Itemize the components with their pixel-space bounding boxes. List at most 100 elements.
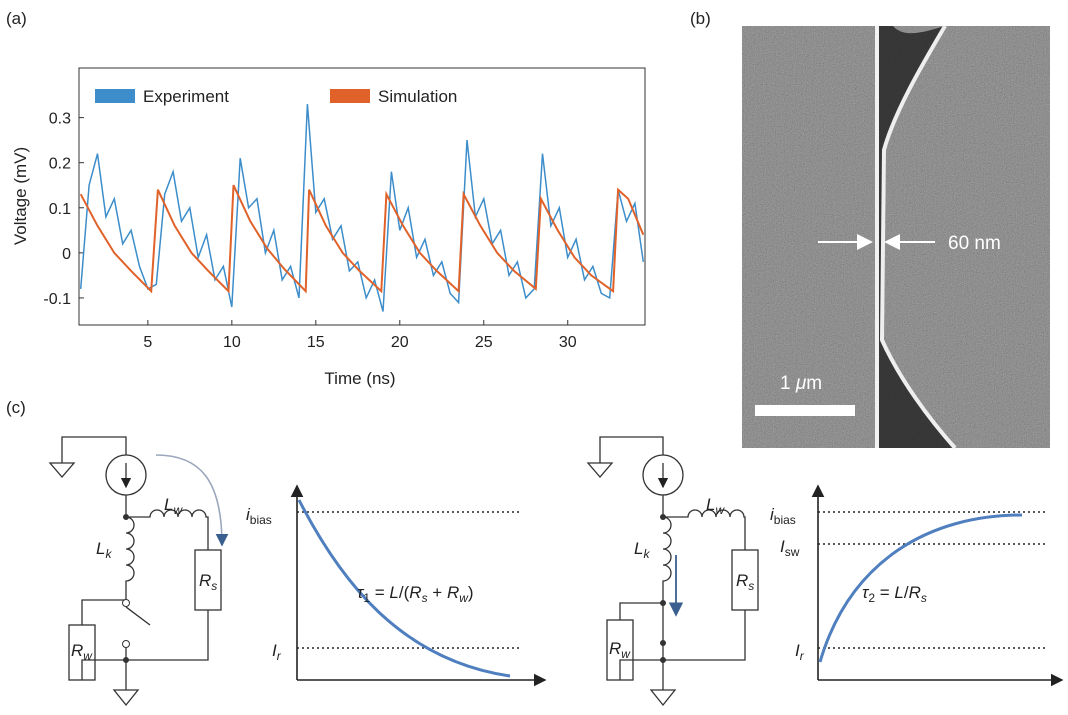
eq-part: L (894, 583, 903, 602)
x-axis-label: Time (ns) (324, 369, 395, 388)
eq-part: τ (862, 583, 870, 602)
eq-part: = (875, 583, 894, 602)
panel-label: (a) (6, 9, 27, 28)
label-part: r (277, 649, 282, 663)
node (660, 657, 666, 663)
switch-contact (122, 599, 130, 607)
plot-frame (78, 67, 646, 326)
eq-part: = (370, 583, 389, 602)
label-part: w (621, 647, 631, 661)
label: Rs (199, 571, 217, 593)
wire (81, 599, 209, 707)
label-part: L (164, 495, 173, 514)
scale-label-part: 1 (780, 373, 796, 394)
eq-part: R (447, 583, 459, 602)
sem-edge (879, 24, 957, 450)
eq-part: R (409, 583, 421, 602)
label-part: bias (250, 513, 272, 527)
inductor (126, 509, 209, 550)
level-label: Isw (780, 537, 800, 559)
inductor (663, 509, 746, 550)
level-label: Ir (795, 641, 805, 663)
eq-part: ) (468, 583, 474, 602)
chart: Time (ns) Voltage (mV) 5 10 15 20 25 30 -0.1 0 0… (11, 67, 646, 388)
decay-curve (297, 499, 511, 678)
scale-label-part: m (806, 373, 822, 394)
label-part: L (96, 539, 105, 558)
equation: τ1 = L/(Rs + Rw) (357, 583, 474, 605)
label-part: w (173, 503, 183, 517)
eq-part: + (428, 583, 447, 602)
node (123, 657, 129, 663)
eq-part: R (909, 583, 921, 602)
x-tick-label: 20 (391, 334, 409, 351)
y-tick-label: 0 (62, 246, 71, 263)
label: Lk (634, 539, 650, 561)
rise-curve (818, 513, 1023, 663)
node (660, 640, 666, 646)
label-part: r (800, 649, 805, 663)
legend-label: Experiment (143, 87, 229, 106)
eq-part: 1 (363, 591, 370, 605)
eq-part: L (389, 583, 398, 602)
legend-label: Simulation (378, 87, 457, 106)
series-line (79, 184, 645, 294)
x-tick-label: 30 (559, 334, 577, 351)
circuit: Lk Lw Rs Rw ibias Isw Ir τ2 = L/Rs (586, 436, 1064, 707)
label-part: w (715, 503, 725, 517)
node (660, 600, 666, 606)
inductor (662, 495, 672, 690)
legend-swatch (330, 89, 370, 103)
label-part: R (71, 641, 83, 660)
label-part: bias (774, 513, 796, 527)
y-tick-label: 0.3 (49, 111, 71, 128)
label-part: s (748, 579, 754, 593)
label-part: I (795, 641, 800, 660)
label-part: L (706, 495, 715, 514)
label-part: s (211, 579, 217, 593)
label-part: sw (785, 545, 800, 559)
resistor (68, 624, 96, 681)
eq-part: 2 (868, 591, 875, 605)
label-part: I (272, 641, 277, 660)
x-tick-label: 10 (223, 334, 241, 351)
wire (48, 436, 127, 478)
label: Rs (736, 571, 754, 593)
label-part: w (83, 649, 93, 663)
level-label: Ir (272, 641, 282, 663)
label-part: i (770, 505, 775, 524)
wire (586, 436, 664, 478)
eq-part: s (921, 591, 927, 605)
eq-part: s (422, 591, 428, 605)
sem-gap (877, 26, 955, 448)
label: Rw (71, 641, 93, 663)
x-tick-label: 15 (307, 334, 325, 351)
label: Lw (164, 495, 183, 517)
gap-label: 60 nm (948, 233, 1001, 254)
label-part: i (246, 505, 251, 524)
eq-part: τ (357, 583, 365, 602)
label-part: I (780, 537, 785, 556)
series-line (79, 104, 645, 312)
label-part: k (105, 547, 112, 561)
eq-part: w (459, 591, 469, 605)
resistor (606, 619, 634, 681)
y-tick-label: -0.1 (43, 291, 71, 308)
panel-label: (b) (690, 9, 711, 28)
y-axis-label: Voltage (mV) (11, 147, 30, 245)
panel-label: (c) (6, 398, 26, 417)
label: Lw (706, 495, 725, 517)
x-tick-label: 5 (143, 334, 152, 351)
node (123, 514, 129, 520)
level-label: ibias (246, 505, 272, 527)
current-path (155, 454, 229, 547)
label-part: k (643, 547, 650, 561)
scale-label: 1 μm (780, 373, 822, 394)
scale-bar (755, 405, 855, 416)
circuit: Lk Lw Rs Rw ibias Ir τ1 = L/(Rs + Rw) (48, 436, 547, 707)
sem-image: 60 nm 1 μm (742, 24, 1050, 450)
switch-contact (122, 640, 130, 648)
eq-part: /( (399, 583, 410, 602)
y-tick-label: 0.1 (49, 201, 71, 218)
